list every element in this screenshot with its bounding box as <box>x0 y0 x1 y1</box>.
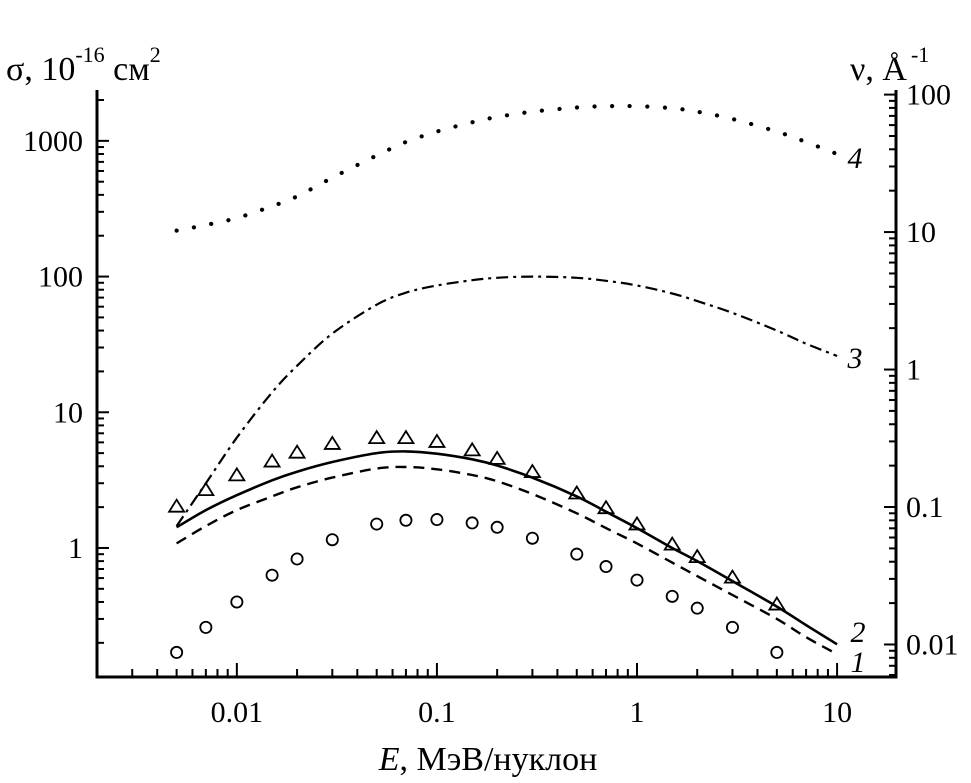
curve-label-4: 4 <box>848 142 863 175</box>
y-right-tick-label: 0.1 <box>906 491 944 524</box>
y-right-axis-title: ν, Å -1 <box>850 42 929 88</box>
triangle-marker <box>323 435 342 450</box>
circle-marker <box>370 517 384 531</box>
triangle-marker <box>367 429 386 445</box>
y-right-tick-label: 0.01 <box>906 628 959 661</box>
series-4-line <box>174 103 840 233</box>
circle-marker <box>665 589 679 603</box>
triangle-marker <box>596 499 616 515</box>
series-3-line <box>175 275 838 527</box>
y-left-tick-label: 100 <box>38 261 83 294</box>
triangle-marker <box>262 452 282 468</box>
y-left-axis-title: σ, 10-16 см2 <box>6 42 161 88</box>
triangle-marker <box>227 466 246 482</box>
plot-frame <box>95 90 898 679</box>
circle-marker <box>465 516 479 530</box>
curve-label-1: 1 <box>851 646 866 679</box>
circle-marker <box>290 552 304 566</box>
triangle-marker <box>427 433 447 448</box>
x-tick-label: 0.1 <box>418 696 456 729</box>
triangle-marker <box>488 450 507 465</box>
triangle-marker <box>723 568 742 584</box>
axis-ticks <box>96 93 896 677</box>
series-1-line <box>175 465 838 656</box>
x-tick-label: 0.01 <box>211 696 264 729</box>
circle-marker <box>325 533 339 547</box>
y-right-tick-label: 10 <box>906 216 936 249</box>
y-right-tick-label: 100 <box>906 79 951 112</box>
curve-label-3: 3 <box>847 342 863 375</box>
x-tick-label: 1 <box>630 696 645 729</box>
series-2-line <box>175 450 838 646</box>
circle-marker <box>630 573 644 587</box>
triangle-marker <box>196 481 215 496</box>
circle-marker <box>570 547 584 561</box>
tick-labels: 0.01 0.1 1 10 1 10 100 1000 0.01 0.1 1 10 100 <box>23 79 959 729</box>
triangle-marker <box>167 497 186 513</box>
circle-marker <box>399 513 413 527</box>
y-left-tick-label: 1 <box>68 532 83 565</box>
y-left-tick-label: 1000 <box>23 125 83 158</box>
circle-marker <box>725 620 739 634</box>
triangle-marker <box>663 535 682 551</box>
triangle-marker <box>287 443 307 459</box>
circle-marker <box>690 601 704 615</box>
x-tick-label: 10 <box>822 696 852 729</box>
circle-marker <box>599 560 613 574</box>
circle-marker <box>265 568 279 582</box>
curve-label-2: 2 <box>851 616 866 649</box>
triangle-marker <box>567 484 586 500</box>
triangle-marker <box>523 463 542 478</box>
curve-labels: 12 3 4 <box>847 142 866 679</box>
circle-marker <box>770 645 784 659</box>
circle-marker <box>170 645 184 659</box>
circle-marker <box>490 520 504 534</box>
circle-marker <box>230 595 244 609</box>
triangle-marker <box>463 441 482 457</box>
triangle-marker <box>767 595 786 611</box>
y-left-tick-label: 10 <box>53 396 83 429</box>
triangle-marker <box>627 515 647 531</box>
x-axis-title: E, МэВ/нуклон <box>378 741 598 778</box>
y-right-tick-label: 1 <box>906 354 921 387</box>
markers-group <box>167 429 786 659</box>
series-group <box>174 103 840 656</box>
triangle-marker <box>396 429 416 445</box>
circle-marker <box>199 620 213 634</box>
circle-marker <box>430 513 444 527</box>
circle-marker <box>525 531 539 545</box>
triangle-marker <box>688 548 707 564</box>
